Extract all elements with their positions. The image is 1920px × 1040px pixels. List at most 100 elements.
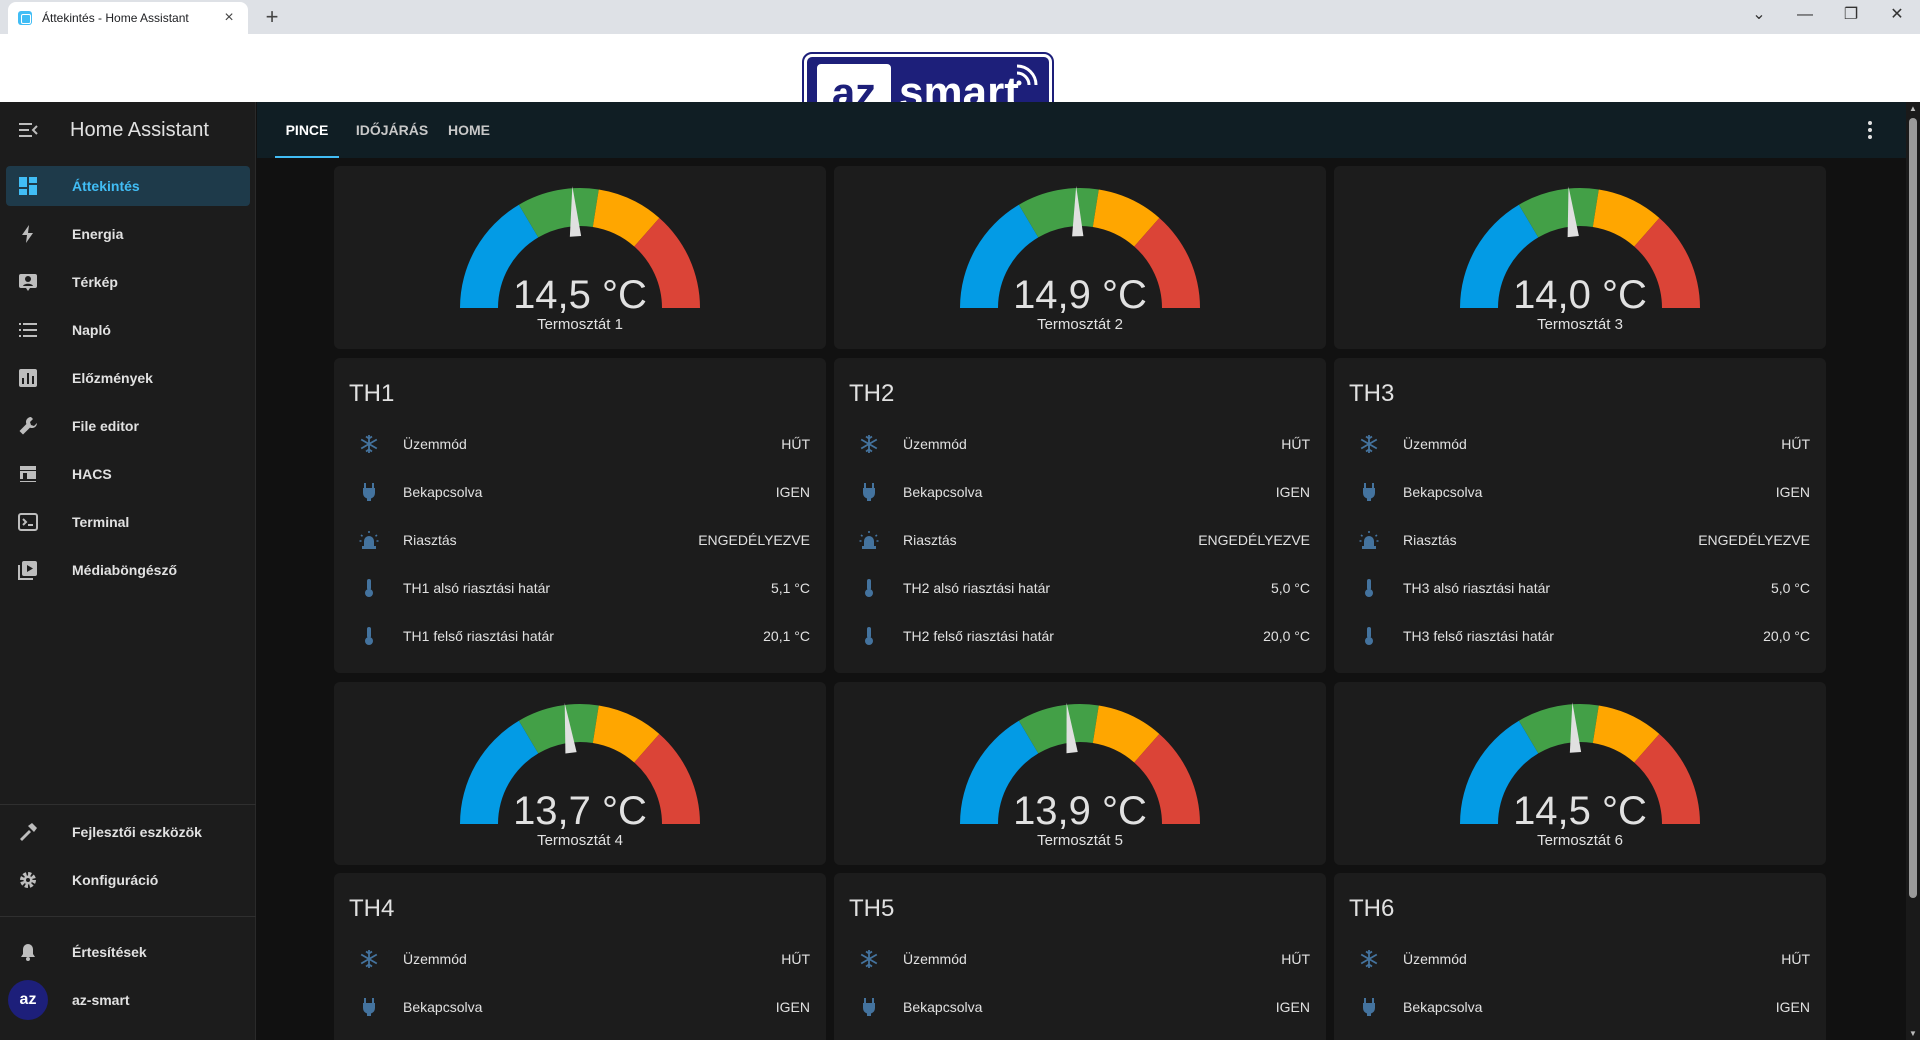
sidebar-item-user[interactable]: az az-smart	[6, 980, 250, 1020]
entities-card-th4: TH4 Üzemmód HŰT Bekapcsolva IGEN	[334, 873, 826, 1040]
sidebar-item-terminal[interactable]: Terminal	[6, 502, 250, 542]
gauge-card[interactable]: 14,5 °C Termosztát 1	[334, 166, 826, 349]
tab-pince[interactable]: PINCE	[275, 102, 339, 158]
list-icon	[16, 318, 40, 342]
entity-name: Bekapcsolva	[1403, 999, 1483, 1015]
close-window-icon[interactable]: ✕	[1890, 6, 1904, 23]
alarm-light-icon	[1357, 528, 1381, 552]
entity-name: Üzemmód	[1403, 436, 1467, 452]
sidebar-item-naplo[interactable]: Napló	[6, 310, 250, 350]
power-plug-icon	[357, 995, 381, 1019]
gauge-segment-cold	[1460, 720, 1539, 824]
entity-row[interactable]: Üzemmód HŰT	[849, 939, 1310, 979]
entity-row[interactable]: TH3 alsó riasztási határ 5,0 °C	[1349, 568, 1810, 608]
entity-name: Üzemmód	[403, 951, 467, 967]
lightning-icon	[16, 222, 40, 246]
entity-value: 5,0 °C	[1770, 580, 1810, 596]
user-name: az-smart	[72, 992, 130, 1008]
entity-value: IGEN	[1275, 999, 1310, 1015]
entity-row[interactable]: Riasztás ENGEDÉLYEZVE	[1349, 520, 1810, 560]
entity-row[interactable]: Üzemmód HŰT	[1349, 939, 1810, 979]
entity-row[interactable]: Üzemmód HŰT	[349, 939, 810, 979]
entity-row[interactable]: Bekapcsolva IGEN	[1349, 472, 1810, 512]
snowflake-icon	[857, 432, 881, 456]
card-title: TH1	[349, 380, 395, 407]
sidebar-item-terkep[interactable]: Térkép	[6, 262, 250, 302]
entity-row[interactable]: Üzemmód HŰT	[349, 424, 810, 464]
sidebar-item-elozmenyek[interactable]: Előzmények	[6, 358, 250, 398]
sidebar-item-attekintes[interactable]: Áttekintés	[6, 166, 250, 206]
sidebar-item-ertesitesek[interactable]: Értesítések	[6, 932, 250, 972]
browser-chrome: Áttekintés - Home Assistant × + ⌄ — ❐ ✕	[0, 0, 1920, 34]
restore-icon[interactable]: ❐	[1843, 6, 1859, 23]
entity-name: Bekapcsolva	[403, 999, 483, 1015]
tab-search-icon[interactable]: ⌄	[1752, 6, 1766, 23]
sidebar-item-hacs[interactable]: HACS	[6, 454, 250, 494]
sidebar-divider	[0, 916, 256, 917]
gauge-card[interactable]: 13,7 °C Termosztát 4	[334, 682, 826, 865]
entity-name: Üzemmód	[903, 951, 967, 967]
tab-close-icon[interactable]: ×	[224, 9, 234, 26]
entity-name: TH2 alsó riasztási határ	[903, 580, 1051, 596]
gauge-name: Termosztát 5	[1037, 832, 1123, 849]
minimize-icon[interactable]: —	[1797, 6, 1813, 23]
entity-row[interactable]: Bekapcsolva IGEN	[349, 987, 810, 1027]
menu-open-icon[interactable]	[16, 118, 40, 142]
gauge-segment-cold	[460, 204, 539, 308]
sidebar-item-label: Áttekintés	[72, 178, 140, 194]
sidebar-item-konfiguracio[interactable]: Konfiguráció	[6, 860, 250, 900]
sidebar-item-mediabongeszo[interactable]: Médiaböngésző	[6, 550, 250, 590]
gauge-segment-hot	[1634, 733, 1700, 824]
page-scrollbar[interactable]: ▲ ▼	[1906, 102, 1920, 1040]
snowflake-icon	[357, 432, 381, 456]
entity-value: IGEN	[1775, 484, 1810, 500]
scroll-down-icon[interactable]: ▼	[1909, 1029, 1917, 1038]
thermometer-icon	[357, 576, 381, 600]
gauge-dial: 13,7 °C	[460, 702, 700, 833]
entity-row[interactable]: TH1 felső riasztási határ 20,1 °C	[349, 616, 810, 656]
entity-row[interactable]: Üzemmód HŰT	[849, 424, 1310, 464]
gauge-name: Termosztát 3	[1537, 316, 1623, 333]
entity-row[interactable]: Bekapcsolva IGEN	[849, 472, 1310, 512]
gauge-card[interactable]: 13,9 °C Termosztát 5	[834, 682, 1326, 865]
tab-idojaras[interactable]: IDŐJÁRÁS	[355, 122, 429, 138]
gauge-value: 14,5 °C	[1513, 789, 1647, 833]
gauge-card[interactable]: 14,5 °C Termosztát 6	[1334, 682, 1826, 865]
entities-card-th5: TH5 Üzemmód HŰT Bekapcsolva IGEN	[834, 873, 1326, 1040]
gauge-needle	[569, 186, 582, 237]
entity-row[interactable]: TH3 felső riasztási határ 20,0 °C	[1349, 616, 1810, 656]
sidebar-item-label: File editor	[72, 418, 139, 434]
gauge-card[interactable]: 14,9 °C Termosztát 2	[834, 166, 1326, 349]
sidebar-item-label: Előzmények	[72, 370, 153, 386]
entity-row[interactable]: Bekapcsolva IGEN	[849, 987, 1310, 1027]
entity-row[interactable]: TH2 alsó riasztási határ 5,0 °C	[849, 568, 1310, 608]
more-options-icon[interactable]	[1858, 118, 1882, 142]
gauge-segment-hot	[634, 217, 700, 308]
sidebar-item-energia[interactable]: Energia	[6, 214, 250, 254]
entity-row[interactable]: Bekapcsolva IGEN	[349, 472, 810, 512]
sidebar-item-fejlesztoi-eszkozok[interactable]: Fejlesztői eszközök	[6, 812, 250, 852]
entity-row[interactable]: Bekapcsolva IGEN	[1349, 987, 1810, 1027]
scroll-up-icon[interactable]: ▲	[1909, 104, 1917, 113]
gauge-card[interactable]: 14,0 °C Termosztát 3	[1334, 166, 1826, 349]
entity-row[interactable]: Üzemmód HŰT	[1349, 424, 1810, 464]
entity-row[interactable]: TH2 felső riasztási határ 20,0 °C	[849, 616, 1310, 656]
gauge-name: Termosztát 4	[537, 832, 623, 849]
sidebar-item-label: Térkép	[72, 274, 118, 290]
entity-row[interactable]: TH1 alsó riasztási határ 5,1 °C	[349, 568, 810, 608]
entity-value: HŰT	[1781, 436, 1810, 452]
gauge-segment-ok	[1018, 704, 1099, 754]
scroll-thumb[interactable]	[1909, 118, 1917, 898]
gauge-segment-warm	[1592, 189, 1660, 247]
tab-home[interactable]: HOME	[448, 122, 490, 138]
entity-row[interactable]: Riasztás ENGEDÉLYEZVE	[349, 520, 810, 560]
new-tab-button[interactable]: +	[265, 4, 279, 29]
browser-tab[interactable]: Áttekintés - Home Assistant ×	[8, 2, 248, 34]
sidebar-item-file-editor[interactable]: File editor	[6, 406, 250, 446]
entity-value: HŰT	[781, 951, 810, 967]
entity-row[interactable]: Riasztás ENGEDÉLYEZVE	[849, 520, 1310, 560]
entity-name: Bekapcsolva	[1403, 484, 1483, 500]
entity-name: Riasztás	[1403, 532, 1457, 548]
entity-name: TH1 felső riasztási határ	[403, 628, 554, 644]
entity-value: ENGEDÉLYEZVE	[698, 532, 810, 548]
